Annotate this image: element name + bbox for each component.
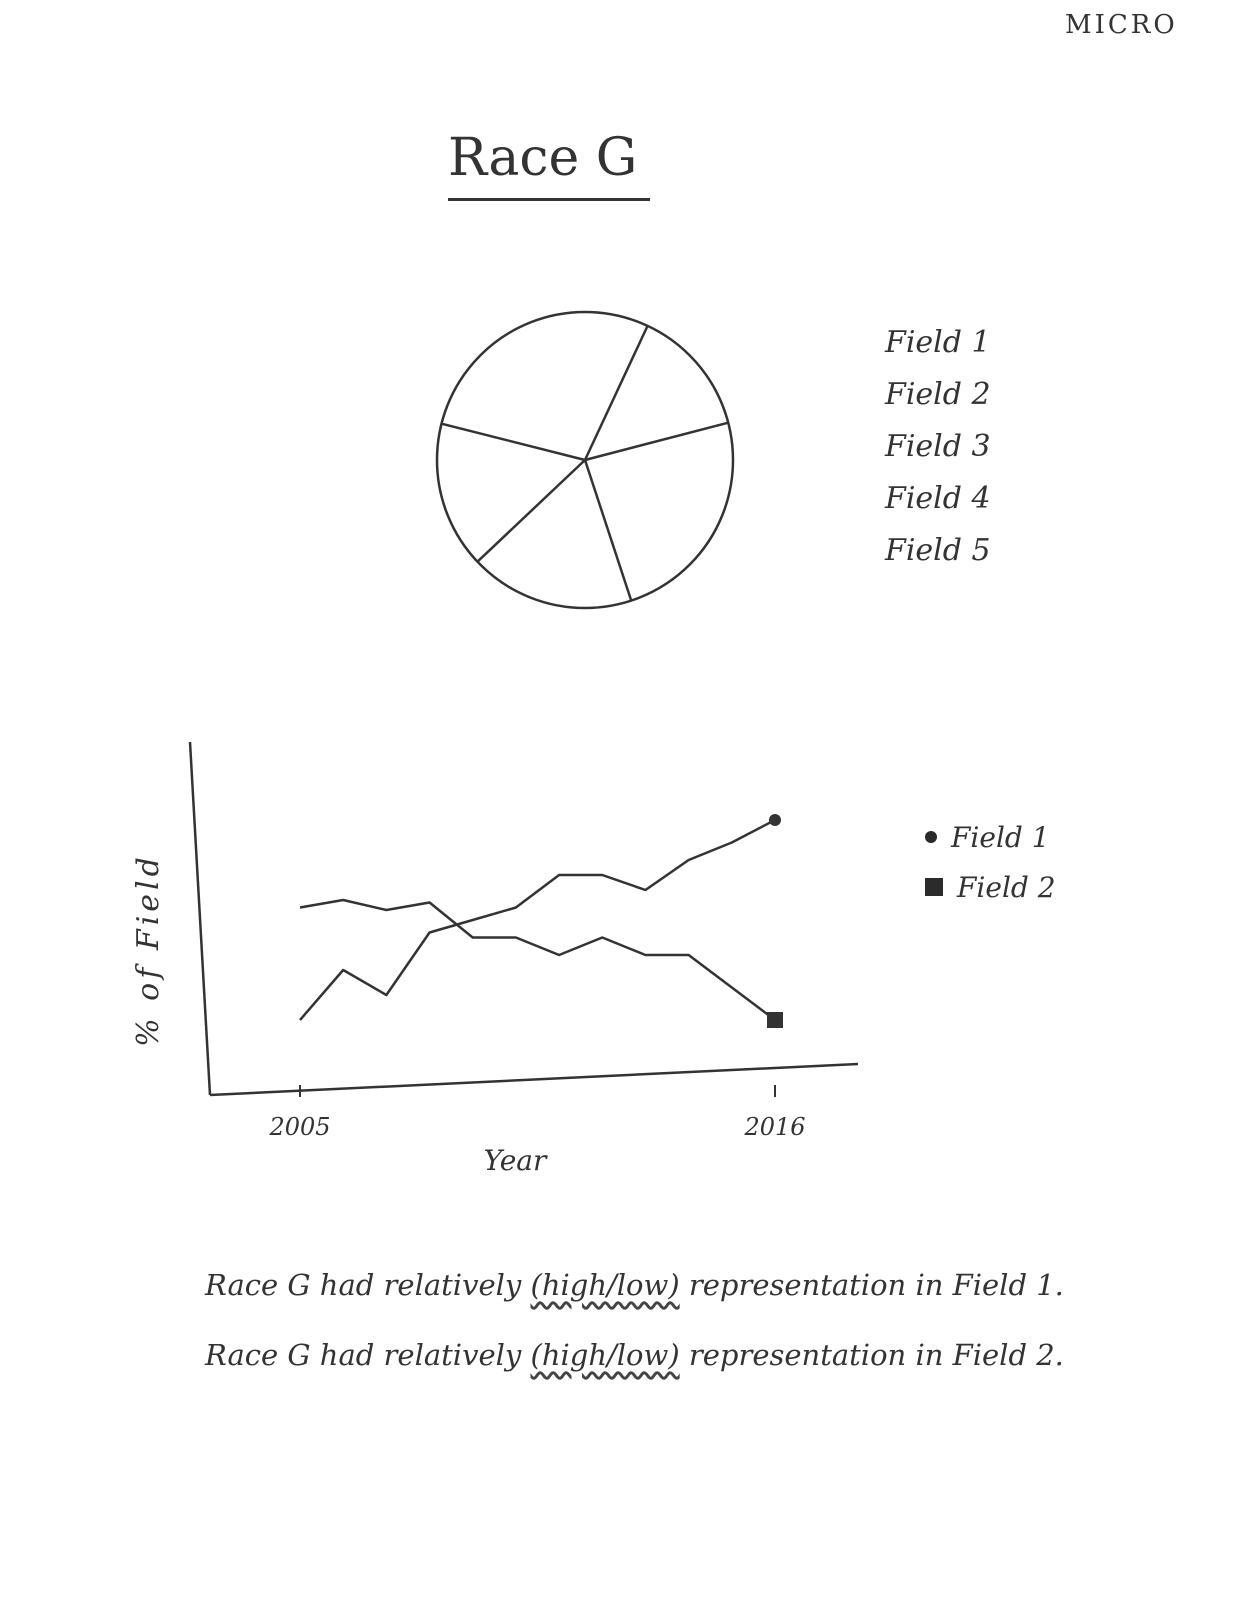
series-line [299, 898, 776, 1021]
statement: Race G had relatively (high/low) represe… [205, 1268, 1064, 1302]
statement-prefix: Race G had relatively [205, 1338, 522, 1372]
pie-slice-boundary [584, 421, 729, 462]
legend-label: Field 2 [957, 870, 1056, 904]
high-low-choice[interactable]: (high/low) [530, 1338, 680, 1372]
x-tick-label: 2005 [268, 1113, 330, 1141]
legend-item-field-2: Field 2 [925, 862, 1056, 912]
line-legend: Field 1 Field 2 [925, 812, 1056, 912]
legend-label: Field 1 [951, 820, 1050, 854]
statement: Race G had relatively (high/low) represe… [205, 1338, 1064, 1372]
statement-prefix: Race G had relatively [205, 1268, 522, 1302]
x-tick-label: 2016 [743, 1113, 805, 1141]
legend-item-field-1: Field 1 [925, 812, 1056, 862]
page-title: Race G [448, 128, 638, 188]
pie-legend-item: Field 2 [885, 377, 991, 412]
title-underline [448, 198, 650, 201]
pie-legend-item: Field 5 [885, 533, 991, 568]
statement-suffix: representation in Field 1. [688, 1268, 1064, 1302]
pie-slice-boundary [583, 325, 649, 461]
pie-outline [435, 310, 735, 610]
pie-legend-item: Field 3 [885, 429, 991, 464]
square-marker-icon [925, 878, 943, 896]
series-end-marker [767, 1012, 783, 1028]
pie-legend-item: Field 4 [885, 481, 991, 516]
y-axis [188, 741, 212, 1096]
series-line [299, 818, 776, 1021]
y-axis-label: % of Field [131, 853, 166, 1047]
x-axis [209, 1062, 859, 1097]
pie-slice-boundary [583, 459, 633, 601]
line-chart: 2005 2016 Year % of Field [131, 741, 859, 1177]
corner-label: MICRO [1065, 10, 1178, 40]
statement-suffix: representation in Field 2. [688, 1338, 1064, 1372]
pie-legend-item: Field 1 [885, 325, 991, 360]
series-end-marker [769, 814, 781, 826]
pie-chart [435, 310, 735, 610]
circle-marker-icon [925, 831, 937, 843]
x-axis-label: Year [484, 1144, 548, 1177]
pie-slice-boundary [441, 422, 586, 462]
pie-slice-boundary [476, 459, 586, 563]
pie-legend: Field 1 Field 2 Field 3 Field 4 Field 5 [885, 325, 991, 585]
high-low-choice[interactable]: (high/low) [530, 1268, 680, 1302]
